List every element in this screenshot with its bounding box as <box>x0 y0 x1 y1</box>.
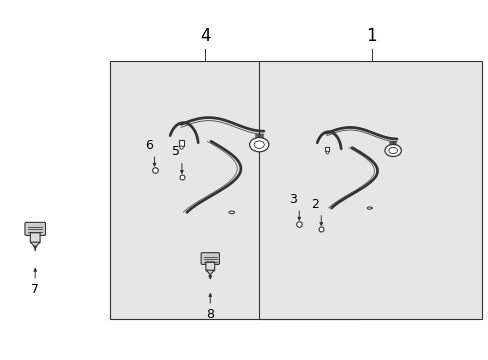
Bar <box>110 61 359 319</box>
Circle shape <box>249 138 268 152</box>
Polygon shape <box>206 270 214 275</box>
Text: 1: 1 <box>366 27 376 45</box>
Text: 6: 6 <box>145 139 153 152</box>
Text: 7: 7 <box>31 283 39 296</box>
Text: 3: 3 <box>289 193 297 206</box>
FancyBboxPatch shape <box>201 253 219 264</box>
Bar <box>324 147 328 151</box>
Circle shape <box>254 141 264 148</box>
FancyBboxPatch shape <box>30 233 40 243</box>
Text: 5: 5 <box>172 145 180 158</box>
Circle shape <box>384 144 401 157</box>
FancyBboxPatch shape <box>205 262 214 271</box>
Circle shape <box>388 147 397 154</box>
Polygon shape <box>30 242 40 247</box>
Bar <box>178 140 183 146</box>
Text: 2: 2 <box>311 198 319 211</box>
Bar <box>259 61 481 319</box>
Text: 8: 8 <box>206 308 214 321</box>
FancyBboxPatch shape <box>25 222 45 235</box>
Text: 4: 4 <box>200 27 210 45</box>
